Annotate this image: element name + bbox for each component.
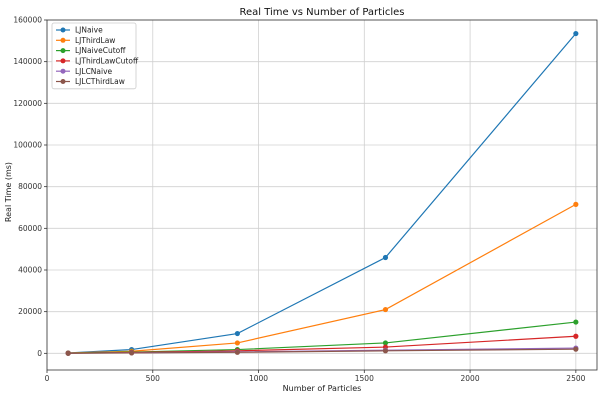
y-tick-label: 80000: [18, 182, 42, 191]
data-point: [129, 350, 135, 356]
legend-item: LJNaiveCutoff: [56, 46, 126, 55]
axes: [44, 19, 598, 373]
legend-label: LJThirdLaw: [75, 36, 115, 45]
data-point: [382, 348, 389, 354]
legend-label: LJThirdLawCutoff: [75, 57, 139, 66]
x-tick-label: 0: [45, 374, 50, 383]
data-point: [573, 319, 579, 325]
tick-labels: 0 500 1000 1500 2000 2500 0 20000 40000 60000 8000…: [13, 16, 585, 384]
plot-frame: [46, 19, 598, 371]
legend-item: LJThirdLaw: [56, 36, 115, 45]
x-tick-label: 2500: [566, 374, 585, 383]
legend-swatch-marker: [60, 37, 66, 43]
legend-item: LJLCThirdLaw: [56, 77, 125, 86]
legend-item: LJLCNaive: [56, 67, 113, 76]
legend-label: LJLCNaive: [75, 67, 113, 76]
legend-item: LJNaive: [56, 26, 103, 35]
legend-swatch-marker: [60, 58, 66, 64]
y-tick-label: 20000: [18, 307, 42, 316]
series-layer: [65, 30, 579, 356]
y-tick-label: 140000: [13, 57, 42, 66]
data-point: [573, 346, 579, 352]
data-point: [573, 333, 579, 339]
data-point: [65, 350, 71, 356]
data-point: [234, 330, 240, 337]
legend-box: [51, 22, 137, 90]
legend-swatch-marker: [60, 79, 66, 84]
x-tick-label: 2000: [461, 374, 480, 383]
data-point: [573, 30, 579, 37]
legend-item: LJThirdLawCutoff: [56, 57, 139, 66]
legend-label: LJNaiveCutoff: [75, 46, 126, 55]
legend-swatch-marker: [60, 48, 66, 54]
series-LJLCThirdLaw: [65, 346, 579, 356]
y-tick-label: 160000: [13, 16, 42, 25]
data-point: [234, 340, 240, 346]
legend-label: LJLCThirdLaw: [75, 77, 125, 86]
data-point: [382, 306, 389, 313]
chart-title: Real Time vs Number of Particles: [239, 7, 404, 18]
x-tick-label: 500: [146, 374, 161, 383]
y-tick-label: 120000: [13, 99, 42, 108]
data-point: [573, 201, 579, 207]
x-axis-title: Number of Particles: [283, 384, 362, 393]
y-tick-label: 100000: [13, 141, 42, 150]
legend-label: LJNaive: [75, 26, 103, 35]
y-axis-title: Real Time (ms): [4, 162, 13, 222]
y-tick-label: 0: [37, 349, 42, 358]
data-point: [382, 254, 389, 261]
y-tick-label: 40000: [18, 266, 42, 275]
data-point: [234, 349, 240, 355]
legend-swatch-marker: [60, 68, 66, 74]
x-tick-label: 1000: [249, 374, 268, 383]
data-point: [382, 340, 389, 346]
y-tick-label: 60000: [18, 224, 42, 233]
legend-swatch-marker: [60, 27, 66, 33]
x-tick-label: 1500: [355, 374, 374, 383]
